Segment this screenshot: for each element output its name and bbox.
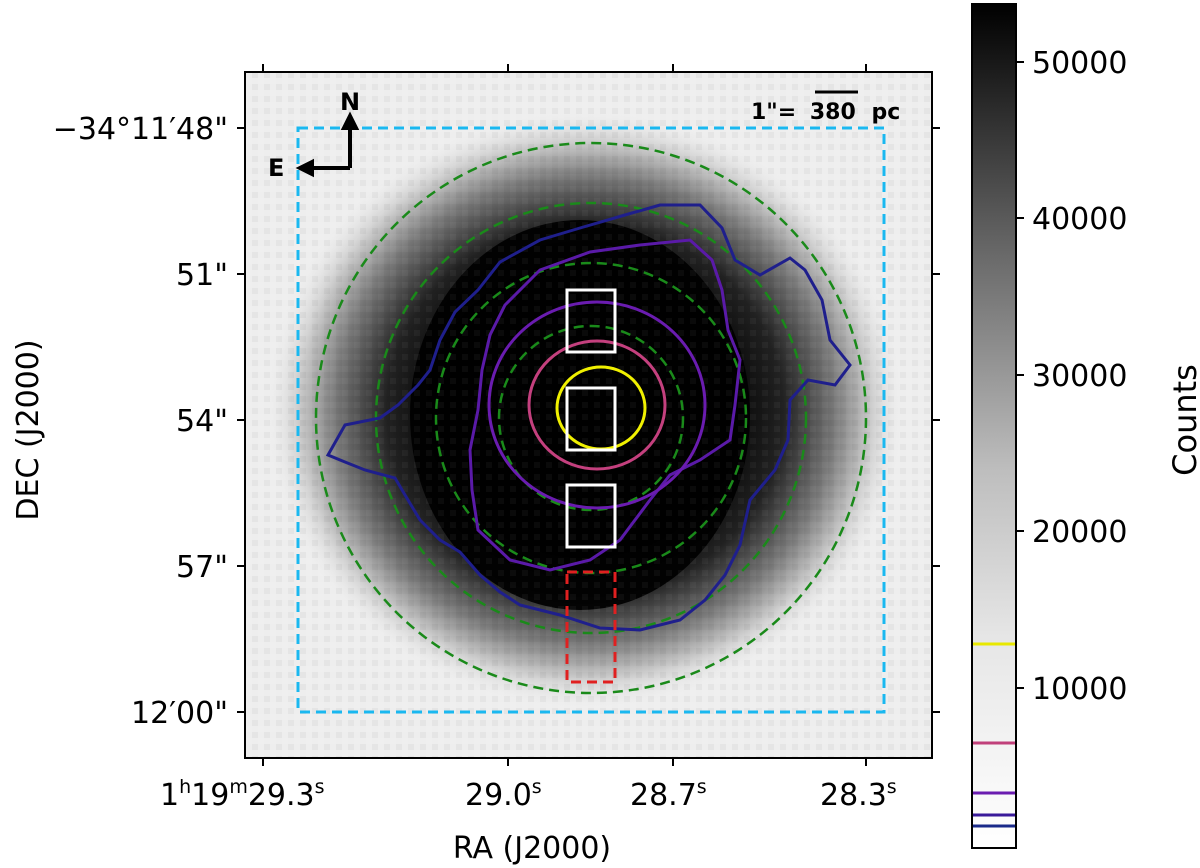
- image-panel: N E 1"= 380 pc: [245, 72, 932, 758]
- colorbar-frame: [971, 3, 1017, 849]
- scale-bar-value: 380: [810, 100, 856, 125]
- outer-contour: [325, 203, 852, 632]
- x-tick-label-3: 28.3s: [820, 776, 897, 813]
- annulus-core: [497, 324, 685, 512]
- colorbar: 50000 40000 30000 20000 10000 Counts: [971, 3, 1200, 849]
- y-tick-label-1: 51": [176, 258, 228, 293]
- y-tick-label-3: 57": [176, 550, 228, 585]
- colorbar-tick-0: 50000: [1032, 46, 1127, 81]
- colorbar-gradient: [972, 4, 1016, 848]
- y-tick-label-2: 54": [176, 404, 228, 439]
- x-tick-label-1: 29.0s: [465, 776, 542, 813]
- x-axis-title: RA (J2000): [453, 831, 611, 866]
- scale-bar-unit: pc: [871, 100, 900, 125]
- plot-frame: [244, 71, 933, 759]
- aperture-center: [565, 386, 617, 452]
- y-axis-title: DEC (J2000): [11, 339, 46, 520]
- east-label: E: [268, 154, 284, 182]
- annulus-outer: [314, 141, 868, 695]
- apertures: [565, 288, 617, 549]
- y-ticks: [237, 127, 940, 713]
- inner-purple-contour: [487, 300, 707, 510]
- x-tick-label-0: 1h19m29.3s: [160, 776, 325, 813]
- x-tick-label-2: 28.7s: [630, 776, 707, 813]
- x-ticks: [262, 64, 867, 766]
- colorbar-tick-4: 10000: [1032, 672, 1127, 707]
- y-tick-label-0: −34°11′48": [53, 112, 228, 147]
- background-box: [565, 570, 617, 684]
- colorbar-tick-1: 40000: [1032, 202, 1127, 237]
- north-arrowhead: [340, 111, 360, 130]
- colorbar-tick-2: 30000: [1032, 359, 1127, 394]
- north-label: N: [340, 88, 360, 116]
- mid-contour: [468, 238, 742, 572]
- magenta-contour: [527, 339, 667, 471]
- aperture-south: [565, 483, 617, 549]
- y-tick-label-4: 12′00": [131, 696, 228, 731]
- colorbar-title: Counts: [1166, 364, 1200, 476]
- pixel-texture: [245, 72, 932, 758]
- scale-bar-label: 1"= 380 pc: [751, 100, 900, 125]
- aperture-north: [565, 288, 617, 354]
- colorbar-tick-3: 20000: [1032, 515, 1127, 550]
- compass: [295, 111, 360, 178]
- field-box: [296, 126, 886, 714]
- east-arrowhead: [295, 158, 314, 178]
- scale-bar-prefix: 1"=: [751, 100, 796, 125]
